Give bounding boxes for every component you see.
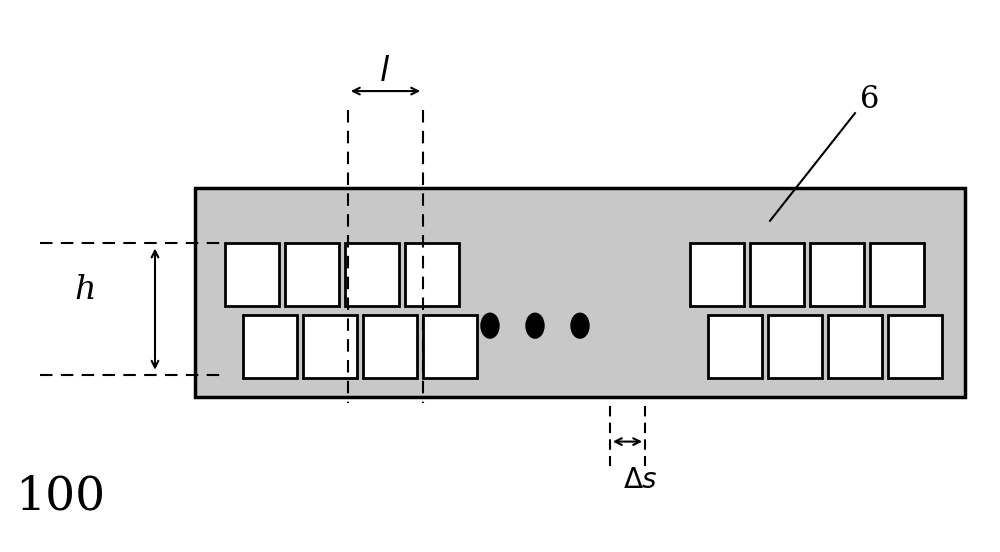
- Ellipse shape: [526, 314, 544, 338]
- Text: $\Delta s$: $\Delta s$: [623, 467, 657, 493]
- Bar: [690, 243, 744, 306]
- Bar: [768, 315, 822, 378]
- Text: $l$: $l$: [379, 56, 391, 88]
- Bar: [285, 243, 339, 306]
- Bar: [303, 315, 357, 378]
- Bar: [363, 315, 417, 378]
- Bar: [810, 243, 864, 306]
- Bar: [195, 188, 965, 397]
- Text: h: h: [74, 274, 96, 306]
- Text: 6: 6: [860, 84, 880, 115]
- Bar: [888, 315, 942, 378]
- Bar: [345, 243, 399, 306]
- Bar: [405, 243, 459, 306]
- Ellipse shape: [571, 314, 589, 338]
- Bar: [750, 243, 804, 306]
- Bar: [870, 243, 924, 306]
- Bar: [423, 315, 477, 378]
- Ellipse shape: [481, 314, 499, 338]
- Bar: [243, 315, 297, 378]
- Text: 100: 100: [15, 474, 105, 519]
- Bar: [708, 315, 762, 378]
- Bar: [225, 243, 279, 306]
- Bar: [828, 315, 882, 378]
